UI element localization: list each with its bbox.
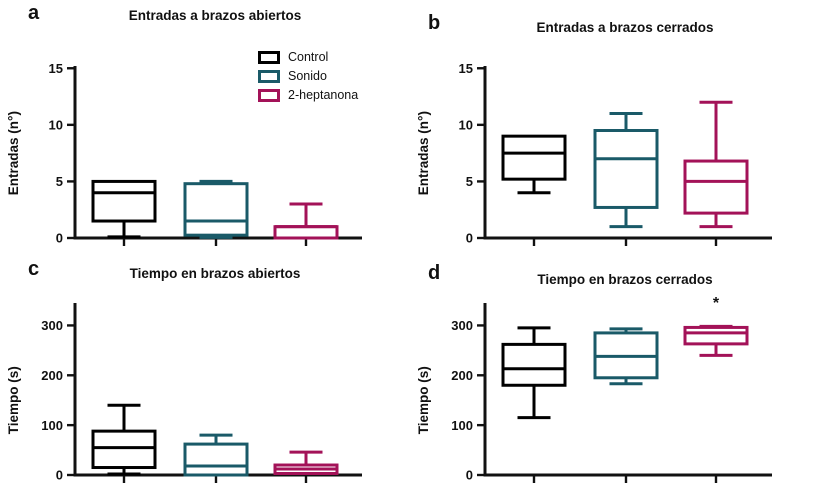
- y-axis-label: Tiempo (s): [6, 366, 21, 434]
- panel-title-b: Entradas a brazos cerrados: [536, 20, 714, 35]
- panel-entradas-abiertos: a Entradas a brazos abiertos 0 5 10 15 Entra…: [0, 0, 410, 250]
- panel-label-c: c: [28, 258, 40, 280]
- y-tick-label: 200: [41, 368, 63, 383]
- axes: 0 100 200 300: [451, 303, 772, 483]
- legend-label-sonido: Sonido: [288, 69, 327, 83]
- box-sonido: [593, 112, 659, 229]
- box-control: [501, 134, 567, 195]
- box-sonido: [183, 433, 249, 477]
- panel-tiempo-abiertos: c Tiempo en brazos abiertos 0 100 200 300 Ti…: [0, 250, 410, 487]
- legend-item-2-heptanona: 2-heptanona: [258, 88, 358, 102]
- y-tick-label: 300: [41, 318, 63, 333]
- y-tick-label: 100: [451, 418, 473, 433]
- y-axis-label: Entradas (n°): [416, 111, 431, 195]
- y-tick-label: 5: [56, 174, 63, 189]
- y-tick-label: 0: [466, 231, 473, 246]
- boxplot-entradas-cerrados: 0 5 10 15 Entradas (n°): [416, 61, 772, 246]
- y-tick-label: 10: [459, 118, 473, 133]
- y-tick-label: 0: [466, 468, 473, 483]
- significance-asterisk: *: [713, 295, 720, 312]
- axes: 0 5 10 15: [459, 61, 772, 246]
- boxplot-tiempo-cerrados: 0 100 200 300 Tiempo (s) *: [416, 295, 772, 483]
- y-tick-label: 15: [49, 61, 63, 76]
- legend: Control Sonido 2-heptanona: [258, 50, 358, 102]
- box-control: [91, 403, 157, 476]
- box-2-heptanona: [273, 450, 339, 476]
- box-2-heptanona: [683, 100, 749, 229]
- box-sonido: [593, 327, 659, 386]
- box-control: [501, 326, 567, 420]
- box-control: [91, 179, 157, 239]
- legend-item-control: Control: [258, 50, 358, 64]
- panel-label-a: a: [28, 2, 40, 24]
- y-tick-label: 200: [451, 368, 473, 383]
- panel-label-b: b: [428, 12, 441, 34]
- y-tick-label: 5: [466, 174, 473, 189]
- panel-tiempo-cerrados: d Tiempo en brazos cerrados 0 100 200 300 Ti…: [410, 250, 819, 487]
- y-axis-label: Tiempo (s): [416, 366, 431, 434]
- y-axis-label: Entradas (n°): [6, 111, 21, 195]
- y-tick-label: 300: [451, 318, 473, 333]
- legend-label-2-heptanona: 2-heptanona: [288, 88, 359, 102]
- box-sonido: [183, 179, 249, 239]
- panel-entradas-cerrados: b Entradas a brazos cerrados 0 5 10 15 Entra…: [410, 0, 819, 250]
- panel-title-d: Tiempo en brazos cerrados: [537, 272, 713, 287]
- y-tick-label: 10: [49, 118, 63, 133]
- y-tick-label: 0: [56, 231, 63, 246]
- box-2-heptanona: [273, 202, 339, 240]
- panel-label-d: d: [428, 262, 441, 284]
- panel-title-c: Tiempo en brazos abiertos: [129, 266, 301, 281]
- panel-title-a: Entradas a brazos abiertos: [128, 8, 302, 23]
- y-tick-label: 15: [459, 61, 473, 76]
- legend-item-sonido: Sonido: [258, 69, 358, 83]
- legend-swatch-2-heptanona: [258, 88, 280, 102]
- boxplot-entradas-abiertos: 0 5 10 15 Entradas (n°): [6, 61, 362, 246]
- box-2-heptanona: [683, 324, 749, 357]
- y-tick-label: 0: [56, 468, 63, 483]
- legend-swatch-control: [258, 50, 280, 64]
- y-tick-label: 100: [41, 418, 63, 433]
- legend-label-control: Control: [288, 50, 329, 64]
- legend-swatch-sonido: [258, 69, 280, 83]
- boxplot-tiempo-abiertos: 0 100 200 300 Tiempo (s): [6, 303, 362, 483]
